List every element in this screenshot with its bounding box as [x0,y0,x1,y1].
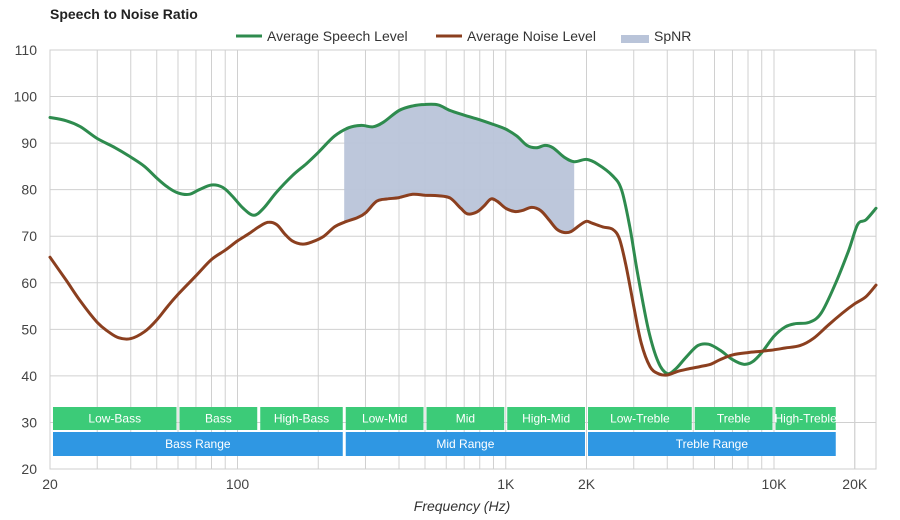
x-axis-label: Frequency (Hz) [414,498,510,514]
sub-band-label: Bass [205,412,232,426]
x-tick-label: 20K [842,476,868,492]
grid [49,49,877,470]
sub-band-label: High-Mid [522,412,570,426]
sub-band [588,407,692,430]
range-band [345,432,586,456]
range-band-label: Mid Range [436,437,494,451]
y-tick-label: 100 [14,89,38,105]
range-band [53,432,343,456]
sub-band [179,407,258,430]
sub-band [345,407,424,430]
sub-band-label: Low-Bass [88,412,141,426]
y-tick-label: 30 [21,414,37,430]
x-tick-label: 20 [42,476,58,492]
x-tick-label: 2K [578,476,596,492]
sub-band [694,407,773,430]
sub-band [53,407,177,430]
legend-label: SpNR [654,28,691,44]
y-axis: 20 30 40 50 60 70 80 90 100 110 [14,42,38,477]
sub-band-label: High-Bass [274,412,329,426]
legend-swatch-spnr [621,35,649,43]
x-tick-label: 1K [497,476,515,492]
y-tick-label: 20 [21,461,37,477]
series-layer [48,102,878,377]
y-tick-label: 90 [21,135,37,151]
sub-band-label: Treble [717,412,751,426]
x-tick-label: 10K [762,476,788,492]
y-tick-label: 110 [15,42,38,58]
sub-band [507,407,586,430]
legend-label: Average Speech Level [267,28,408,44]
y-tick-label: 50 [21,321,37,337]
sub-band-label: Low-Treble [610,412,670,426]
x-tick-label: 100 [226,476,250,492]
sub-band [260,407,343,430]
legend-label: Average Noise Level [467,28,596,44]
range-band [588,432,836,456]
speech-level-line [48,102,878,376]
sub-band [426,407,505,430]
chart-title: Speech to Noise Ratio [50,6,198,22]
y-tick-label: 60 [21,275,37,291]
range-band-label: Treble Range [676,437,749,451]
plot-frame [49,49,877,470]
frequency-bands: Low-Bass Bass High-Bass Low-Mid Mid High-Mid L… [53,407,837,456]
range-band-label: Bass Range [165,437,231,451]
y-tick-label: 80 [21,182,37,198]
y-tick-label: 40 [21,368,37,384]
noise-level-line [48,192,878,377]
sub-band-label: High-Treble [775,412,838,426]
sub-band [775,407,836,430]
legend: Average Speech Level Average Noise Level S… [236,28,691,44]
x-axis: 20 100 1K 2K 10K 20K [42,476,868,492]
sub-band-label: Low-Mid [362,412,407,426]
y-tick-label: 70 [21,228,37,244]
sub-band-label: Mid [456,412,475,426]
